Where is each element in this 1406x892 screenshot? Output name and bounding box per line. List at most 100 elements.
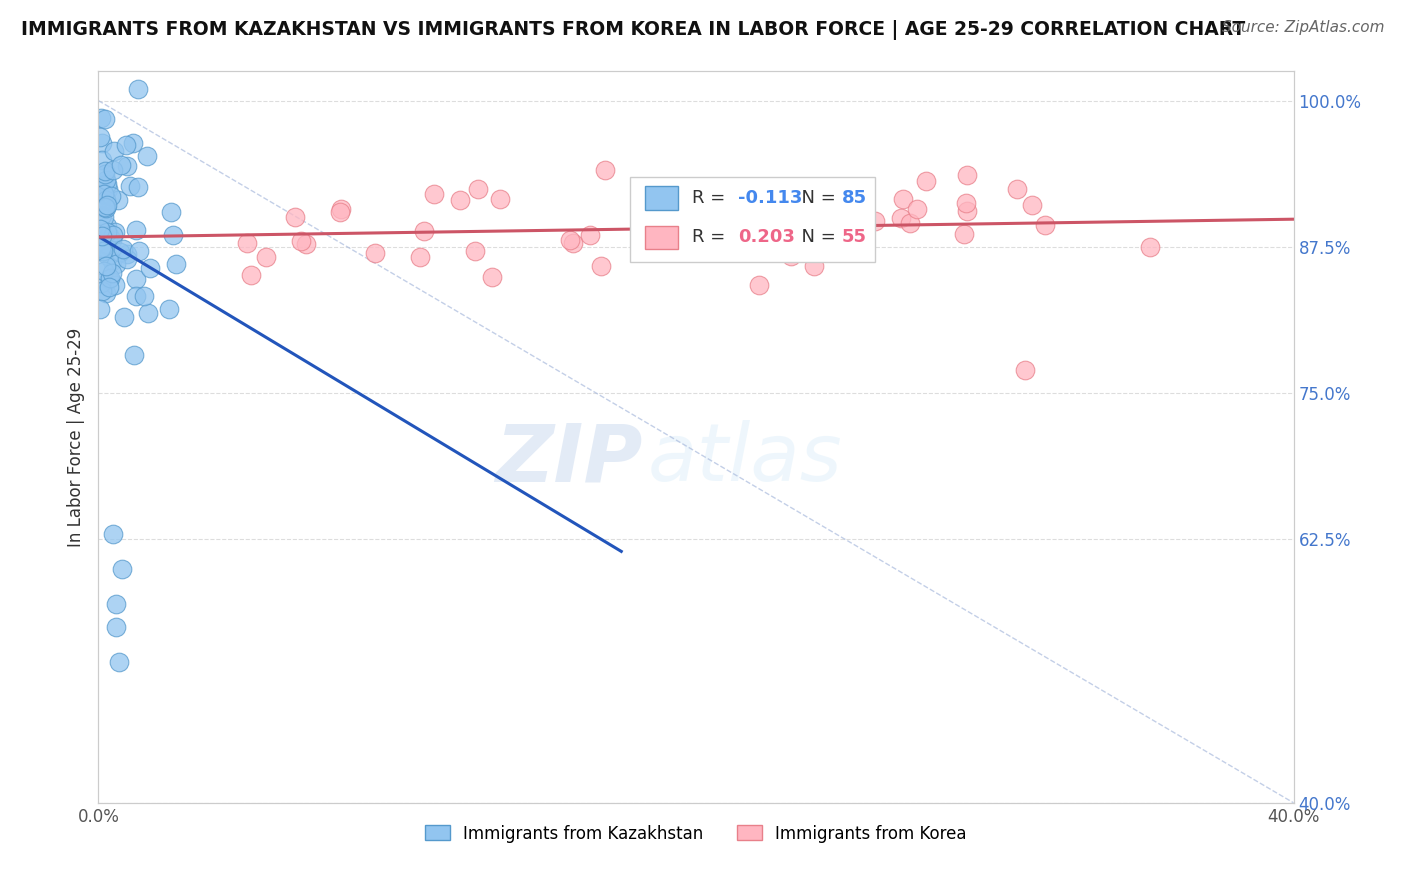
- Point: [136, 306, 159, 320]
- Text: 85: 85: [842, 189, 868, 207]
- Point: [91, 244, 114, 259]
- Point: [863, 214, 886, 228]
- Point: [89, 130, 111, 145]
- Point: [467, 182, 489, 196]
- Point: [703, 223, 725, 237]
- Point: [112, 242, 135, 256]
- Point: [693, 235, 716, 249]
- Point: [91, 240, 114, 254]
- Point: [409, 250, 432, 264]
- Point: [111, 562, 134, 576]
- Point: [100, 233, 122, 247]
- Point: [93, 264, 115, 278]
- Point: [676, 224, 699, 238]
- Point: [97, 181, 120, 195]
- Point: [837, 221, 859, 235]
- Point: [125, 222, 148, 236]
- Point: [94, 285, 117, 300]
- Point: [91, 284, 114, 298]
- Text: N =: N =: [790, 189, 842, 207]
- Point: [96, 193, 118, 207]
- Point: [114, 138, 136, 153]
- Bar: [644, 186, 678, 210]
- Point: [707, 215, 730, 229]
- Point: [94, 164, 117, 178]
- Point: [93, 187, 115, 202]
- Point: [90, 276, 112, 290]
- Point: [803, 259, 825, 273]
- Point: [94, 259, 117, 273]
- Text: 0.203: 0.203: [738, 228, 794, 246]
- Point: [101, 163, 124, 178]
- Point: [112, 310, 135, 324]
- Point: [423, 187, 446, 202]
- Point: [108, 244, 131, 259]
- Text: atlas: atlas: [648, 420, 844, 498]
- Point: [101, 266, 124, 280]
- Point: [93, 241, 115, 255]
- Point: [240, 268, 263, 282]
- Point: [104, 257, 127, 271]
- Point: [165, 257, 187, 271]
- Point: [93, 186, 115, 201]
- Point: [329, 202, 352, 217]
- Point: [122, 348, 145, 362]
- Point: [127, 82, 149, 96]
- Point: [734, 194, 756, 208]
- Text: R =: R =: [692, 189, 731, 207]
- Point: [96, 225, 118, 239]
- Point: [101, 253, 124, 268]
- Point: [120, 179, 142, 194]
- Point: [956, 168, 979, 182]
- Point: [94, 237, 117, 252]
- Point: [135, 149, 157, 163]
- Point: [589, 259, 612, 273]
- Text: IMMIGRANTS FROM KAZAKHSTAN VS IMMIGRANTS FROM KOREA IN LABOR FORCE | AGE 25-29 C: IMMIGRANTS FROM KAZAKHSTAN VS IMMIGRANTS…: [21, 20, 1246, 39]
- Point: [706, 224, 728, 238]
- Text: ZIP: ZIP: [495, 420, 643, 498]
- Point: [96, 219, 118, 234]
- Point: [838, 212, 860, 227]
- Text: N =: N =: [790, 228, 842, 246]
- Point: [91, 136, 114, 151]
- Point: [115, 159, 138, 173]
- Point: [294, 236, 316, 251]
- Point: [98, 280, 121, 294]
- Point: [290, 234, 312, 248]
- Point: [90, 228, 112, 243]
- Point: [593, 163, 616, 178]
- Point: [1014, 363, 1036, 377]
- Point: [94, 112, 117, 127]
- Point: [128, 244, 150, 258]
- Point: [254, 250, 277, 264]
- Point: [748, 278, 770, 293]
- Point: [481, 269, 503, 284]
- Point: [103, 225, 125, 239]
- Point: [96, 177, 118, 191]
- FancyBboxPatch shape: [630, 178, 876, 261]
- Text: Source: ZipAtlas.com: Source: ZipAtlas.com: [1222, 20, 1385, 35]
- Point: [579, 228, 602, 243]
- Point: [138, 260, 160, 275]
- Point: [127, 180, 149, 194]
- Point: [90, 111, 112, 125]
- Point: [134, 289, 156, 303]
- Point: [780, 249, 803, 263]
- Point: [956, 204, 979, 219]
- Point: [89, 301, 111, 316]
- Point: [94, 173, 117, 187]
- Point: [489, 192, 512, 206]
- Point: [103, 227, 125, 242]
- Point: [107, 193, 129, 207]
- Point: [97, 227, 120, 242]
- Point: [89, 191, 111, 205]
- Bar: [644, 226, 678, 249]
- Point: [110, 158, 132, 172]
- Point: [329, 204, 352, 219]
- Point: [93, 211, 115, 225]
- Point: [890, 211, 912, 226]
- Point: [89, 181, 111, 195]
- Point: [464, 244, 486, 258]
- Point: [562, 235, 585, 250]
- Point: [90, 208, 112, 222]
